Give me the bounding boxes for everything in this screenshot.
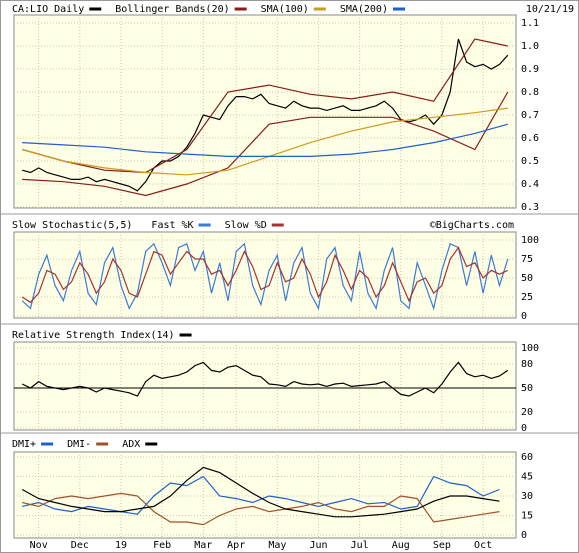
y-tick-label: 0.5 — [521, 156, 539, 167]
y-tick-label: 60 — [521, 452, 533, 463]
series-line — [22, 91, 509, 197]
y-tick-label: 20 — [521, 407, 533, 418]
x-tick-label: Jun — [309, 540, 327, 551]
y-tick-label: 50 — [521, 273, 533, 284]
series-line — [21, 466, 500, 518]
legend-label: SMA(100) — [261, 4, 309, 15]
legend-label: Bollinger Bands(20) — [115, 4, 229, 15]
x-tick-label: Sep — [433, 540, 451, 551]
y-tick-label: 0.3 — [521, 202, 539, 213]
legend-label: DMI- — [67, 439, 91, 450]
plot-area — [13, 14, 517, 209]
y-tick-label: 25 — [521, 292, 533, 303]
x-tick-label: Feb — [153, 540, 171, 551]
legend-label: ADX — [122, 439, 140, 450]
x-tick-label: Oct — [474, 540, 492, 551]
y-tick-label: 0.8 — [521, 87, 539, 98]
x-tick-label: Nov — [30, 540, 48, 551]
series-line — [22, 38, 508, 174]
y-tick-label: 0 — [521, 423, 527, 434]
y-tick-label: 80 — [521, 359, 533, 370]
y-tick-label: 0.7 — [521, 110, 539, 121]
legend-label: Slow %D — [225, 220, 267, 231]
x-tick-label: May — [268, 540, 286, 551]
y-tick-label: 15 — [521, 511, 533, 522]
legend-label: Relative Strength Index(14) — [12, 330, 175, 341]
y-tick-label: 0 — [521, 311, 527, 322]
series-line — [22, 38, 509, 192]
legend-label: Fast %K — [151, 220, 193, 231]
y-tick-label: 50 — [521, 383, 533, 394]
x-tick-label: Apr — [227, 540, 245, 551]
y-tick-label: 1.1 — [521, 18, 539, 29]
plot-area — [13, 451, 517, 539]
y-tick-label: 1.0 — [521, 41, 539, 52]
y-tick-label: 100 — [521, 235, 539, 246]
x-tick-label: Jul — [351, 540, 369, 551]
y-tick-label: 0.9 — [521, 64, 539, 75]
y-tick-label: 0.6 — [521, 133, 539, 144]
legend-label: DMI+ — [12, 439, 36, 450]
x-tick-label: 19 — [115, 540, 127, 551]
x-tick-label: Dec — [71, 540, 89, 551]
x-tick-label: Aug — [392, 540, 410, 551]
plot-area — [13, 341, 517, 431]
y-tick-label: 100 — [521, 343, 539, 354]
y-tick-label: 75 — [521, 254, 533, 265]
legend-label: CA:LIO Daily — [12, 4, 84, 15]
series-line — [22, 475, 500, 515]
x-tick-label: Mar — [194, 540, 212, 551]
y-tick-label: 30 — [521, 491, 533, 502]
y-tick-label: 0.4 — [521, 179, 539, 190]
legend-label: SMA(200) — [340, 4, 388, 15]
panel-title: Slow Stochastic(5,5) — [12, 220, 132, 231]
y-tick-label: 45 — [521, 472, 533, 483]
series-line — [22, 492, 500, 526]
watermark: ©BigCharts.com — [430, 220, 514, 231]
series-line — [21, 361, 509, 397]
series-line — [21, 246, 509, 304]
y-tick-label: 0 — [521, 530, 527, 541]
date-label: 10/21/19 — [526, 4, 574, 15]
series-line — [22, 123, 508, 157]
